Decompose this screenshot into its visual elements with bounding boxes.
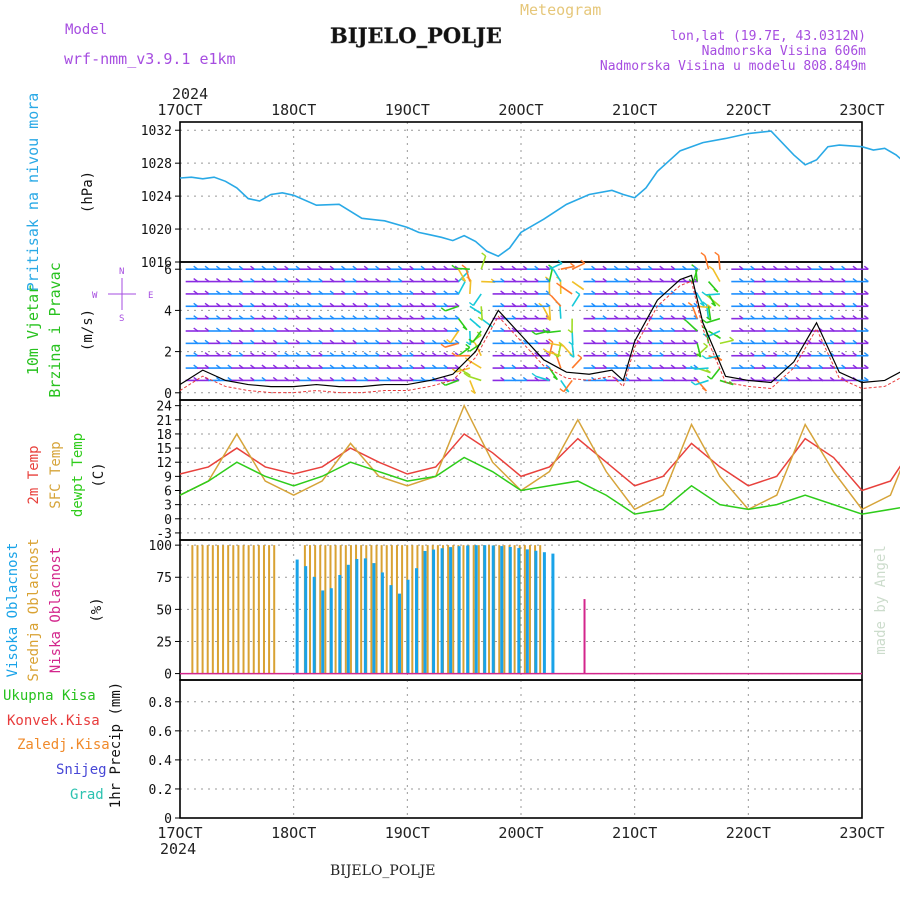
x-tick-bottom-20OCT: 20OCT [498,824,543,842]
wind-label-1: 10m Vjetar [24,285,42,375]
temp-ytick--3: -3 [156,527,172,542]
precip-ytick-0.6: 0.6 [149,725,172,740]
wind-ytick-0: 0 [164,387,172,402]
dewpt-line [179,456,900,515]
cloud-label-low: Niska Oblacnost [48,547,64,673]
pressure-ytick-1032: 1032 [141,124,172,139]
pressure-line [179,130,900,258]
wind-ytick-6: 6 [164,263,172,278]
x-tick-top-22OCT: 22OCT [726,101,771,119]
pressure-ytick-1020: 1020 [141,223,172,238]
precip-ytick-0.2: 0.2 [149,783,172,798]
model-name: wrf-nmm_v3.9.1 e1km [64,50,236,68]
precip-label-snow: Snijeg [56,762,107,778]
cloud-ytick-25: 25 [156,635,172,650]
temp-label-sfc: SFC Temp [48,441,64,508]
temp-ytick-18: 18 [156,428,172,443]
lonlat: lon,lat (19.7E, 43.0312N) [670,29,866,44]
cloud-ytick-75: 75 [156,571,172,586]
cloud-ytick-50: 50 [156,603,172,618]
elevation: Nadmorska Visina 606m [702,44,867,59]
temp-unit: (C) [91,462,107,487]
temp-grid [175,400,863,540]
temp-ytick-12: 12 [156,456,172,471]
compass-e: E [148,291,153,301]
wind-barbs [185,251,869,394]
sfc-temp-line [179,403,900,511]
temp-ytick-24: 24 [156,400,172,415]
temp-ytick-21: 21 [156,414,172,429]
x-tick-top-19OCT: 19OCT [385,101,430,119]
cloud-ytick-0: 0 [164,668,172,683]
pressure-ytick-1016: 1016 [141,256,172,271]
wind-gust-line [179,280,900,394]
x-tick-bottom-21OCT: 21OCT [612,824,657,842]
temp-label-dewpt: dewpt Temp [70,433,86,517]
wind-speed-line [179,274,900,388]
temp-ytick-9: 9 [164,470,172,485]
precip-ytick-0: 0 [164,812,172,827]
pressure-label: Pritisak na nivou mora [24,93,42,292]
pressure-unit: (hPa) [80,171,96,213]
x-tick-top-17OCT: 17OCT [157,101,202,119]
precip-label-hail: Grad [70,787,104,803]
cloud-bars [180,545,862,675]
x-tick-top-20OCT: 20OCT [498,101,543,119]
footer-station: BIJELO_POLJE [330,863,435,879]
precip-frame [179,679,863,819]
pressure-grid [175,122,863,263]
watermark: made by Angel [873,545,889,655]
temp-label-2m: 2m Temp [26,445,42,504]
precip-label-conv: Konvek.Kisa [7,713,100,729]
pressure-ytick-1028: 1028 [141,157,172,172]
precip-ytick-0.4: 0.4 [149,754,173,769]
x-tick-top-21OCT: 21OCT [612,101,657,119]
precip-label-total: Ukupna Kisa [3,688,96,704]
pressure-ytick-1024: 1024 [141,190,172,205]
compass-w: W [92,291,98,301]
year-top: 2024 [172,85,208,103]
model-elevation: Nadmorska Visina u modelu 808.849m [600,59,866,74]
compass-s: S [119,314,124,324]
compass-n: N [119,267,124,277]
temp-ytick-3: 3 [164,499,172,514]
cloud-label-high: Visoka Oblacnost [5,543,21,678]
wind-ytick-2: 2 [164,346,172,361]
cloud-label-mid: Srednja Oblacnost [26,538,42,681]
model-label: Model [65,22,107,38]
cloud-ytick-100: 100 [149,539,172,554]
temp-ytick-0: 0 [164,513,172,528]
temp-ytick-6: 6 [164,485,172,500]
station-title: BIJELO_POLJE [330,23,502,48]
x-tick-top-23OCT: 23OCT [839,101,884,119]
x-tick-bottom-18OCT: 18OCT [271,824,316,842]
x-tick-bottom-19OCT: 19OCT [385,824,430,842]
x-tick-bottom-22OCT: 22OCT [726,824,771,842]
wind-unit: (m/s) [80,309,96,351]
precip-ytick-0.8: 0.8 [149,696,172,711]
x-tick-bottom-17OCT: 17OCT [157,824,202,842]
temp-ytick-15: 15 [156,442,172,457]
x-tick-top-18OCT: 18OCT [271,101,316,119]
x-tick-bottom-23OCT: 23OCT [839,824,884,842]
precip-label-frz: Zaledj.Kisa [17,737,110,753]
year-bottom: 2024 [160,840,196,858]
cloud-unit: (%) [89,597,105,622]
precip-grid [175,680,863,819]
compass-icon: W E N S [92,267,153,324]
meteogram-title: Meteogram [520,1,601,19]
temp2m-line [179,432,900,492]
precip-unit: 1hr Precip (mm) [108,682,124,808]
wind-ytick-4: 4 [164,304,172,319]
wind-label-2: Brzina i Pravac [46,262,64,397]
